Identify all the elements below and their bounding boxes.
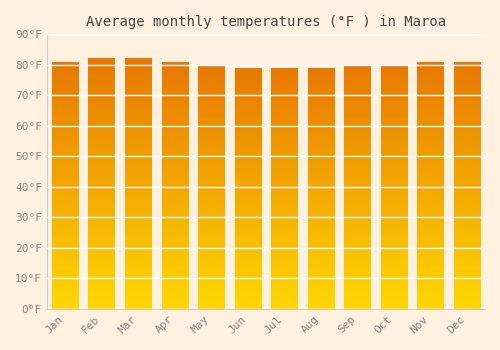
Title: Average monthly temperatures (°F ) in Maroa: Average monthly temperatures (°F ) in Ma… (86, 15, 446, 29)
